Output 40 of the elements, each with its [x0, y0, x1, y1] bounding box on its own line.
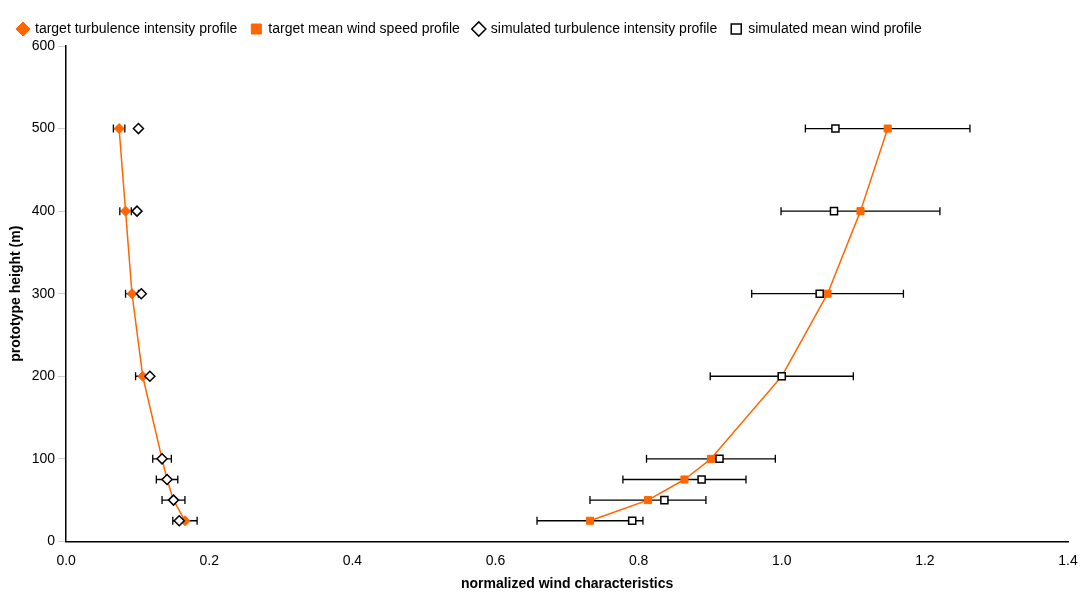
point — [815, 289, 824, 298]
point — [585, 516, 595, 525]
x-tick-label: 0.2 — [199, 551, 220, 568]
point — [706, 454, 715, 463]
x-tick-label: 1.2 — [915, 551, 935, 568]
point — [144, 370, 156, 383]
point — [883, 124, 892, 133]
y-tick-label: 0 — [47, 532, 56, 549]
x-tick-label: 0.0 — [56, 551, 77, 568]
x-axis-title: normalized wind characteristics — [460, 575, 674, 592]
x-tick-label: 0.4 — [342, 551, 363, 568]
y-tick-label: 300 — [31, 284, 56, 301]
y-tick-label: 600 — [31, 36, 56, 53]
point — [823, 289, 832, 298]
point — [627, 516, 637, 526]
point — [715, 454, 724, 464]
point — [697, 475, 706, 484]
x-tick-label: 0.8 — [628, 551, 649, 568]
y-tick-label: 200 — [31, 367, 56, 384]
legend-label: target mean wind speed profile — [268, 19, 460, 36]
point — [680, 475, 689, 484]
legend-label: target turbulence intensity profile — [35, 19, 238, 36]
point — [131, 205, 143, 217]
point — [643, 496, 652, 505]
legend-label: simulated turbulence intensity profile — [490, 19, 718, 36]
y-tick-label: 100 — [31, 449, 56, 466]
legend-label: simulated mean wind profile — [748, 19, 922, 36]
x-tick-label: 0.6 — [485, 551, 506, 568]
point — [831, 124, 840, 133]
point — [132, 122, 145, 135]
point — [829, 206, 839, 216]
x-tick-label: 1.0 — [772, 551, 792, 568]
point — [856, 207, 865, 216]
point — [173, 515, 185, 527]
x-tick-label: 1.4 — [1058, 551, 1078, 568]
y-tick-label: 400 — [31, 201, 56, 218]
point — [135, 287, 148, 300]
point — [660, 495, 669, 505]
y-axis-title: prototype height (m) — [7, 225, 24, 362]
y-tick-label: 500 — [31, 119, 56, 136]
